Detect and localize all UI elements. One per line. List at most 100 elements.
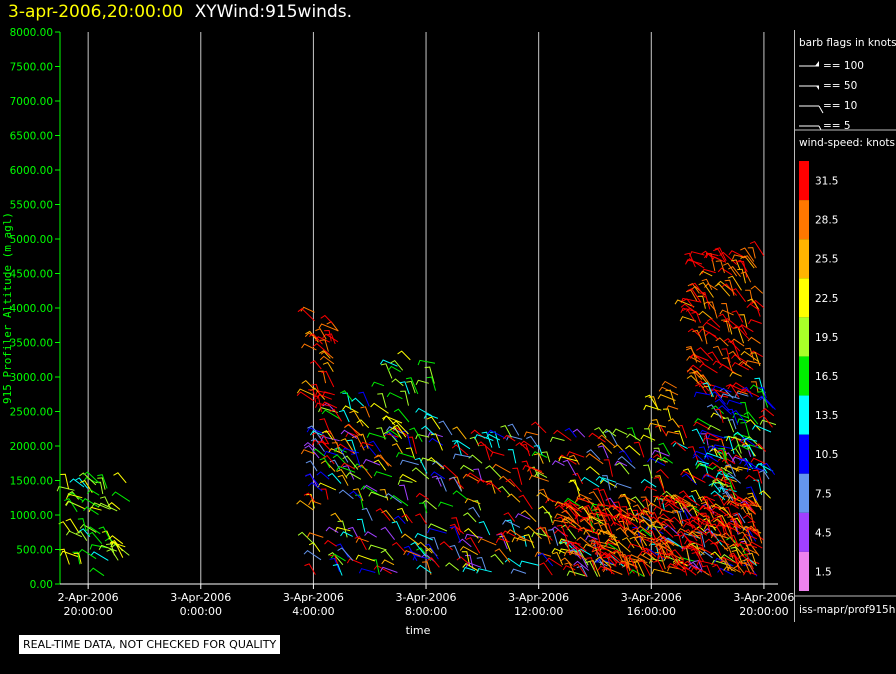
wind-barb — [698, 374, 712, 387]
wind-barb — [486, 480, 496, 494]
wind-barb — [647, 457, 666, 467]
y-tick-label: 6000.00 — [10, 165, 53, 177]
wind-barb — [602, 567, 623, 575]
wind-barb — [622, 527, 636, 537]
wind-barb — [614, 460, 628, 467]
wind-barb — [696, 512, 711, 518]
wind-barb — [719, 309, 734, 316]
wind-barb — [637, 511, 653, 519]
wind-barb — [628, 554, 646, 562]
wind-barb — [306, 427, 324, 435]
wind-barb — [704, 432, 724, 442]
wind-barb — [304, 473, 320, 487]
barb-legend-label: == 5 — [823, 120, 851, 132]
wind-barb — [658, 386, 679, 396]
y-tick-label: 7000.00 — [10, 96, 53, 108]
wind-barb — [405, 377, 419, 395]
wind-barb — [724, 523, 734, 542]
wind-barb — [751, 424, 772, 433]
wind-barb — [604, 539, 619, 547]
wind-barb — [712, 345, 723, 357]
speed-legend-label: 1.5 — [815, 566, 832, 578]
wind-barb — [735, 466, 751, 472]
wind-barb — [109, 540, 123, 552]
x-tick-label-date: 3-Apr-2006 — [733, 591, 794, 604]
wind-barb — [391, 442, 403, 454]
wind-barb — [655, 543, 667, 560]
wind-barb — [504, 557, 521, 568]
wind-barb — [717, 486, 730, 499]
wind-barb — [619, 554, 631, 572]
wind-barb — [510, 568, 527, 574]
wind-barb — [721, 348, 731, 363]
wind-barb — [593, 488, 605, 505]
wind-barb — [598, 511, 616, 519]
wind-barb — [91, 502, 111, 510]
wind-barb — [685, 289, 698, 302]
wind-barb — [710, 542, 722, 556]
wind-barb — [728, 266, 741, 278]
wind-barb — [748, 318, 762, 325]
wind-barb — [429, 536, 439, 550]
wind-barb — [86, 489, 100, 496]
wind-barb — [495, 537, 510, 544]
wind-barb — [583, 504, 595, 516]
wind-barb — [415, 379, 429, 386]
wind-barb — [321, 430, 334, 440]
wind-barb — [603, 523, 613, 535]
wind-barb — [727, 340, 740, 358]
wind-barb — [677, 424, 688, 439]
wind-barb — [356, 419, 370, 429]
wind-barb — [604, 513, 616, 526]
wind-barb — [627, 427, 637, 440]
wind-barb — [486, 481, 502, 493]
wind-barb — [671, 494, 692, 505]
wind-barb — [347, 526, 358, 538]
wind-barb — [585, 466, 600, 476]
wind-barb — [86, 526, 101, 535]
wind-barb — [670, 549, 685, 561]
x-tick-label-time: 8:00:00 — [405, 605, 447, 618]
wind-barb — [703, 473, 717, 480]
wind-barb — [666, 563, 686, 573]
wind-barb — [384, 431, 398, 440]
wind-barb — [759, 419, 777, 426]
wind-barb — [633, 441, 645, 458]
wind-barb — [713, 518, 726, 527]
wind-barb — [719, 251, 738, 265]
wind-barb — [585, 535, 598, 541]
wind-barb — [681, 566, 697, 576]
wind-barb — [98, 526, 110, 539]
wind-barb — [699, 505, 715, 515]
wind-barb — [743, 411, 759, 425]
wind-barb — [337, 474, 349, 486]
wind-barb — [561, 509, 576, 523]
wind-barb — [707, 301, 718, 319]
wind-barb — [651, 449, 670, 457]
wind-barb — [732, 454, 749, 463]
wind-barb — [515, 513, 531, 520]
wind-barb — [480, 444, 491, 461]
wind-barb — [568, 454, 580, 465]
y-tick-label: 500.00 — [16, 545, 53, 557]
wind-barb — [714, 477, 731, 485]
wind-barb — [599, 477, 617, 483]
wind-barb — [561, 516, 577, 525]
wind-barb — [595, 476, 609, 484]
wind-barb — [334, 526, 351, 533]
x-tick-label-date: 3-Apr-2006 — [621, 591, 682, 604]
wind-barb — [711, 405, 724, 415]
wind-barb — [428, 437, 444, 446]
half-pennant-icon — [816, 86, 819, 90]
wind-barb — [338, 409, 350, 423]
wind-barb — [327, 472, 342, 484]
wind-barb — [633, 530, 647, 537]
wind-barb — [462, 566, 476, 573]
wind-barb — [524, 525, 542, 540]
wind-barb — [648, 558, 664, 564]
wind-barb — [477, 478, 492, 486]
wind-barb — [328, 448, 345, 455]
wind-barb — [740, 247, 755, 262]
wind-barb — [533, 453, 544, 464]
wind-barb — [757, 395, 774, 409]
